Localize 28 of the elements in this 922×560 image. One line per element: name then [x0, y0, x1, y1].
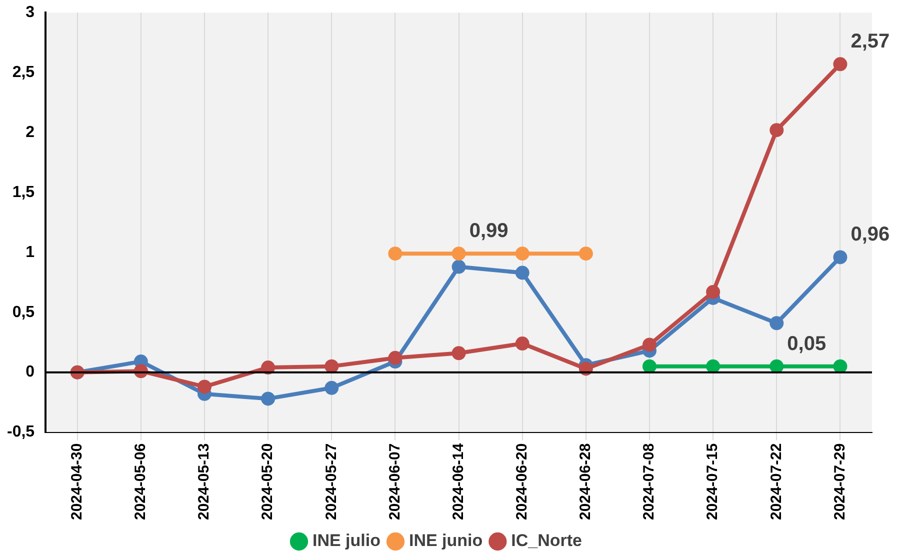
y-tick-label: 3: [26, 4, 35, 22]
x-tick-label: 2024-06-14: [450, 442, 467, 520]
y-tick-label: -0,5: [6, 424, 35, 441]
legend-label: INE junio: [408, 531, 483, 550]
annotation: 0,99: [469, 220, 508, 242]
x-tick-label: 2024-07-29: [831, 443, 848, 520]
y-tick-label: 0,5: [12, 304, 35, 321]
x-tick-label: 2024-06-20: [513, 443, 530, 520]
x-tick-label: 2024-05-20: [259, 443, 276, 520]
x-tick-label: 2024-05-06: [132, 443, 150, 520]
y-tick-label: 1,5: [12, 184, 35, 201]
y-tick-label: 2: [26, 124, 35, 141]
x-tick-label: 2024-05-13: [196, 443, 213, 520]
x-tick-label: 2024-06-28: [577, 443, 594, 520]
y-tick-label: 0: [26, 364, 35, 381]
annotation: 0,05: [787, 332, 826, 355]
x-tick-label: 2024-05-27: [322, 443, 340, 520]
legend-label: IC_Norte: [511, 531, 582, 550]
x-tick-label: 2024-07-08: [640, 443, 658, 520]
x-tick-label: 2024-07-22: [768, 443, 785, 520]
annotation: 0,96: [850, 224, 890, 246]
x-tick-label: 2024-04-30: [68, 443, 86, 520]
x-tick-label: 2024-07-15: [704, 443, 722, 520]
legend-label: INE julio: [312, 531, 380, 550]
y-tick-label: 2,5: [12, 64, 35, 81]
y-tick-label: 1: [26, 244, 35, 261]
annotation: 2,57: [850, 30, 890, 53]
x-tick-label: 2024-06-07: [386, 443, 404, 520]
